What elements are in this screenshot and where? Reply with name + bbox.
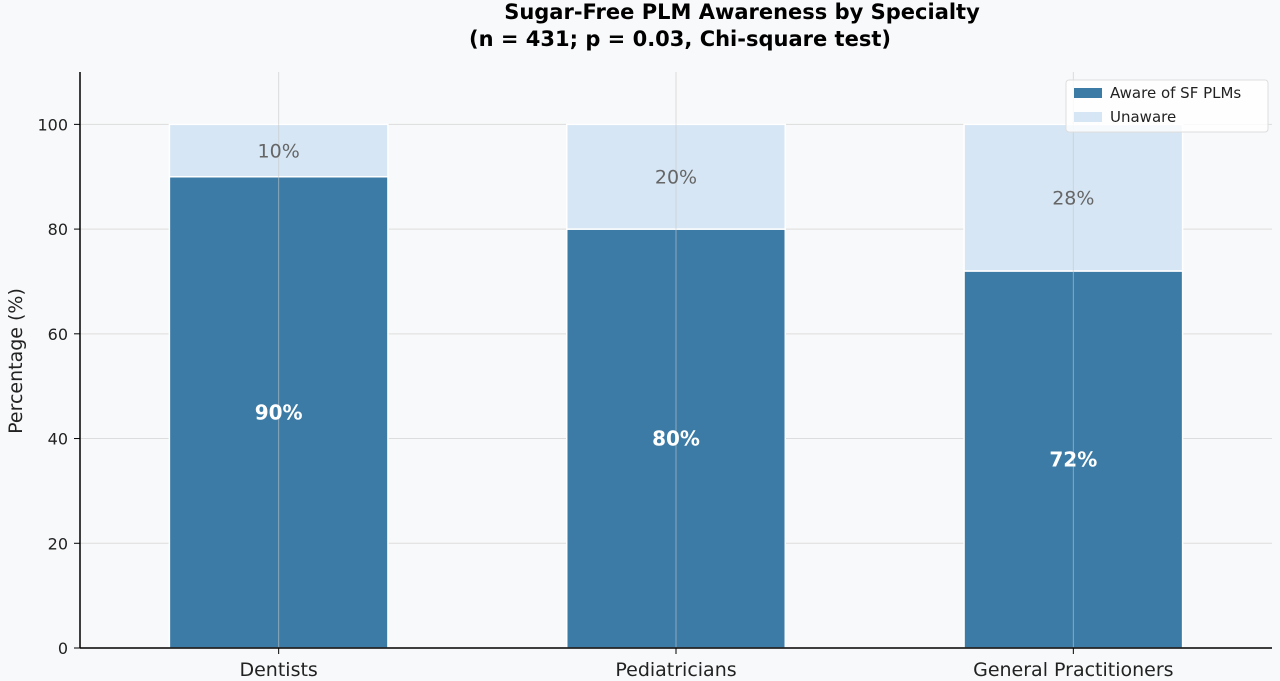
legend-label: Unaware [1110, 108, 1176, 126]
y-tick-label: 40 [48, 430, 68, 449]
legend-box [1065, 79, 1269, 133]
data-label: 28% [1052, 188, 1094, 210]
y-axis-label: Percentage (%) [5, 288, 27, 434]
data-label: 10% [258, 141, 300, 163]
x-tick-label: Dentists [239, 659, 317, 681]
data-label: 72% [1049, 447, 1097, 471]
y-tick-label: 100 [37, 115, 68, 134]
legend-swatch [1074, 88, 1102, 98]
legend: Aware of SF PLMs Unaware [1065, 79, 1269, 133]
data-label: 90% [255, 400, 303, 424]
y-tick-label: 0 [58, 639, 68, 658]
legend-label: Aware of SF PLMs [1110, 84, 1241, 102]
y-tick-label: 20 [48, 534, 68, 553]
vertical-grid-lines [278, 72, 1074, 648]
y-tick-label: 60 [48, 325, 68, 344]
x-tick-label: Pediatricians [615, 659, 736, 681]
tick-labels: 0 20 40 60 80 100 Dentists Pediatricians General… [37, 115, 1173, 681]
bar-labels: 90% 10% 80% 20% 72% 28% [255, 141, 1098, 472]
data-label: 80% [652, 427, 700, 451]
data-label: 20% [655, 167, 697, 189]
chart-subtitle: (n = 431; p = 0.03, Chi-square test) [469, 27, 891, 51]
axes [74, 72, 1272, 654]
y-tick-label: 80 [48, 220, 68, 239]
legend-swatch [1074, 112, 1102, 122]
x-tick-label: General Practitioners [973, 659, 1173, 681]
chart-title: Sugar-Free PLM Awareness by Specialty [504, 0, 980, 24]
